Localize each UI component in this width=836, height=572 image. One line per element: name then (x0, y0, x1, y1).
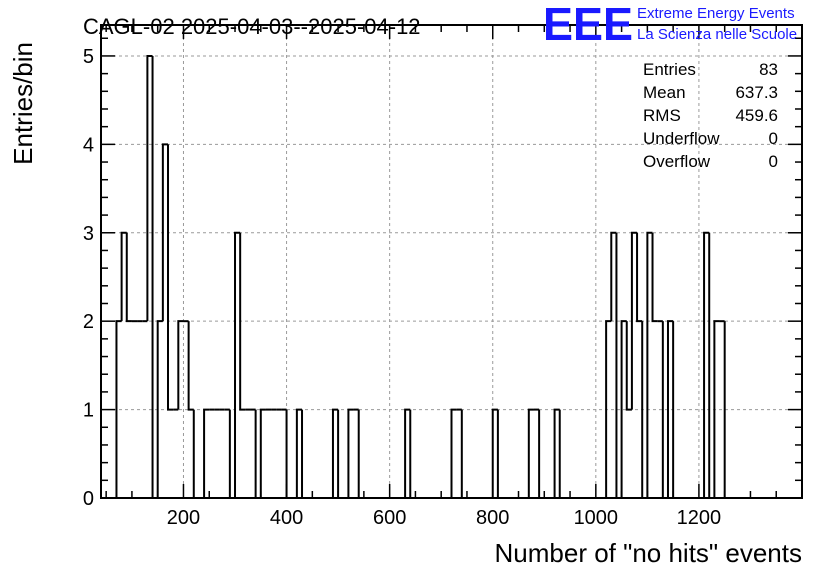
histogram-bin (625, 321, 632, 411)
histogram-bin (161, 143, 169, 322)
histogram-bin (337, 409, 344, 499)
histogram-bin (496, 409, 504, 499)
histogram-bin (115, 320, 122, 498)
histogram-bin (285, 409, 292, 499)
histogram-bin (450, 408, 457, 498)
histogram-bin (331, 408, 339, 498)
stats-entries-value: 83 (759, 60, 778, 79)
eee-logo-line2: La Scienza nelle Scuole (637, 26, 797, 43)
histogram-bin (192, 409, 199, 499)
histogram-bin (357, 409, 364, 499)
histogram-bin (167, 144, 174, 411)
histogram-bin (491, 408, 498, 498)
y-tick-label: 2 (83, 311, 94, 333)
histogram-bin (239, 232, 246, 411)
histogram-bin (295, 408, 303, 498)
histogram-bin (636, 232, 643, 323)
histogram-bin (620, 320, 627, 498)
histogram-bin (630, 231, 638, 410)
histogram-bin (615, 232, 622, 499)
histogram-bin (151, 55, 158, 499)
histogram-bin (125, 232, 132, 323)
x-tick-label: 1200 (677, 507, 722, 529)
y-tick-label: 0 (83, 488, 94, 510)
x-axis-label: Number of "no hits" events (495, 538, 803, 568)
stats-overflow-label: Overflow (643, 152, 711, 171)
chart-title: CAGL-02 2025-04-03--2025-04-12 (83, 14, 421, 39)
histogram-bin (203, 408, 210, 498)
histogram-bin (404, 408, 411, 498)
histogram-bin (234, 231, 241, 498)
x-tick-label: 400 (270, 507, 303, 529)
histogram-bin (259, 408, 266, 498)
histogram-bin (641, 321, 648, 499)
histogram-bin (156, 320, 163, 498)
eee-logo-line1: Extreme Energy Events (637, 5, 795, 22)
stats-mean-label: Mean (643, 83, 686, 102)
histogram-bin (409, 409, 416, 499)
x-tick-label: 600 (373, 507, 406, 529)
stats-overflow-value: 0 (769, 152, 778, 171)
histogram-bin (187, 321, 194, 411)
stats-rms-value: 459.6 (735, 106, 778, 125)
stats-rms-label: RMS (643, 106, 681, 125)
histogram-bin (558, 409, 565, 499)
histogram-bin (646, 231, 653, 498)
histogram-bin (460, 409, 467, 499)
y-tick-label: 5 (83, 46, 94, 68)
histogram-bin (661, 321, 668, 499)
histogram-bin (666, 320, 674, 498)
axis-ticks: 200 400 600 800 1000 1200 0 1 2 3 4 5 (83, 25, 803, 529)
y-tick-label: 1 (83, 400, 94, 422)
y-tick-label: 4 (83, 134, 94, 156)
histogram-bin (146, 54, 153, 322)
x-tick-label: 800 (476, 507, 509, 529)
histogram-bin (605, 320, 612, 498)
y-tick-label: 3 (83, 223, 94, 245)
stats-underflow-label: Underflow (643, 129, 720, 148)
stats-mean-value: 637.3 (735, 83, 778, 102)
histogram-bin (672, 321, 679, 499)
stats-underflow-value: 0 (769, 129, 778, 148)
histogram-bin (254, 409, 261, 499)
x-tick-label: 200 (167, 507, 200, 529)
x-tick-label: 1000 (574, 507, 619, 529)
eee-logo: EEE Extreme Energy Events La Scienza nel… (543, 0, 797, 50)
histogram-bin (527, 408, 534, 498)
histogram-bin (177, 320, 184, 410)
histogram-bin (723, 321, 730, 499)
histogram-bars (115, 54, 792, 499)
histogram-bin (228, 409, 236, 499)
stats-box: Entries 83 Mean 637.3 RMS 459.6 Underflo… (643, 60, 778, 171)
histogram-bin (703, 231, 710, 498)
eee-logo-mark: EEE (543, 0, 633, 50)
histogram-bin (120, 231, 127, 322)
histogram-bin (713, 320, 720, 498)
histogram-bin (553, 408, 560, 498)
histogram-bin (347, 408, 354, 498)
histogram-bin (538, 409, 545, 499)
histogram-bin (301, 409, 308, 499)
y-axis-label: Entries/bin (8, 42, 38, 165)
stats-entries-label: Entries (643, 60, 696, 79)
histogram-bin (708, 232, 715, 499)
histogram-bin (651, 232, 658, 323)
histogram-bin (610, 231, 617, 322)
